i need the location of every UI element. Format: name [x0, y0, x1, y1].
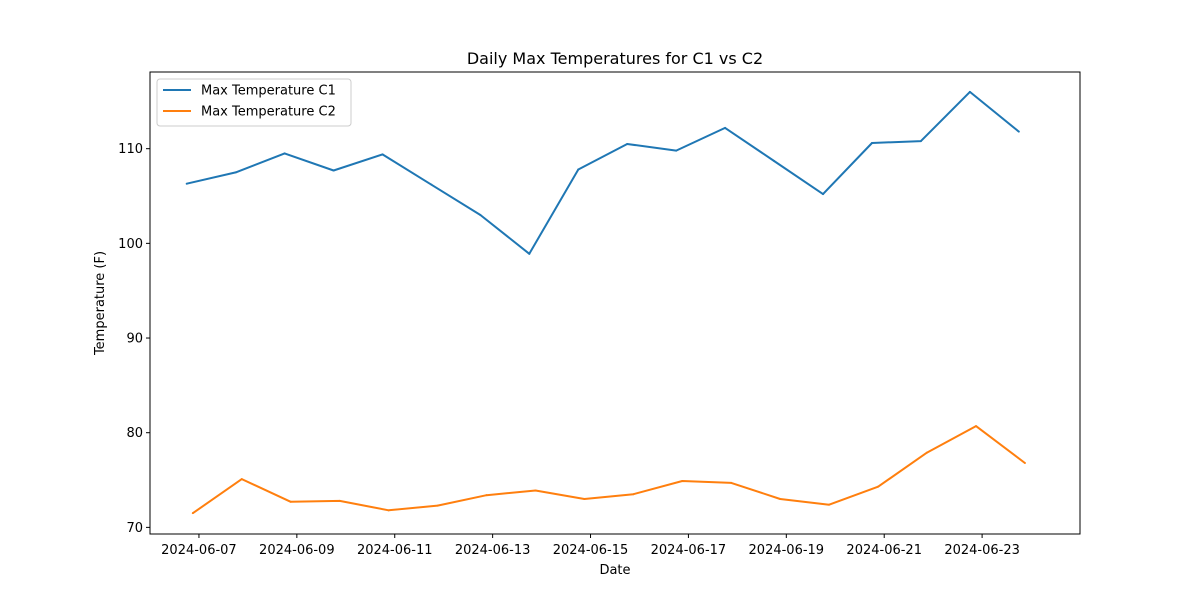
y-tick-label: 70	[126, 521, 143, 536]
chart-title: Daily Max Temperatures for C1 vs C2	[467, 49, 763, 68]
legend-box	[156, 78, 352, 127]
data-point-c1	[870, 142, 873, 145]
data-point-c1	[381, 153, 384, 156]
data-point-c2	[387, 509, 390, 512]
y-axis: 70 80 90 100 110	[118, 142, 150, 536]
x-tick-label: 2024-06-11	[357, 543, 433, 558]
x-tick-label: 2024-06-21	[846, 543, 922, 558]
legend-label-c1: Max Temperature C1	[201, 84, 336, 99]
data-point-c1	[968, 90, 971, 93]
data-point-c2	[632, 493, 635, 496]
data-point-c1	[528, 252, 531, 255]
y-tick-label: 90	[126, 332, 143, 347]
legend: Max Temperature C1 Max Temperature C2	[156, 78, 352, 127]
data-point-c1	[675, 149, 678, 152]
data-point-c1	[724, 126, 727, 129]
data-point-c1	[822, 193, 825, 196]
y-tick-label: 80	[126, 426, 143, 441]
data-point-c2	[583, 497, 586, 500]
x-tick-label: 2024-06-17	[651, 543, 727, 558]
data-point-c2	[681, 479, 684, 482]
data-point-c2	[974, 425, 977, 428]
x-tick-label: 2024-06-19	[749, 543, 825, 558]
data-point-c2	[828, 503, 831, 506]
data-point-c1	[773, 159, 776, 162]
data-point-c1	[919, 140, 922, 143]
data-point-c2	[240, 478, 243, 481]
data-point-c2	[926, 451, 929, 454]
x-tick-label: 2024-06-15	[553, 543, 629, 558]
data-point-c1	[332, 169, 335, 172]
data-point-c1	[626, 142, 629, 145]
x-tick-label: 2024-06-07	[161, 543, 237, 558]
data-point-c2	[1023, 461, 1026, 464]
data-point-c1	[577, 168, 580, 171]
data-point-c1	[1017, 130, 1020, 133]
data-point-c2	[289, 500, 292, 503]
series-line-c1	[186, 90, 1020, 255]
y-axis-label: Temperature (F)	[93, 251, 108, 356]
plot-area-frame	[149, 71, 1081, 535]
x-tick-label: 2024-06-09	[259, 543, 335, 558]
data-point-c1	[479, 213, 482, 216]
data-point-c2	[877, 485, 880, 488]
data-point-c2	[485, 494, 488, 497]
x-tick-label: 2024-06-23	[944, 543, 1020, 558]
x-axis-label: Date	[599, 563, 630, 578]
data-point-c2	[534, 489, 537, 492]
series-line-c2	[192, 425, 1026, 515]
data-point-c2	[730, 481, 733, 484]
y-tick-label: 100	[118, 237, 143, 252]
data-point-c1	[283, 152, 286, 155]
data-point-c2	[338, 499, 341, 502]
data-point-c2	[779, 497, 782, 500]
x-tick-label: 2024-06-13	[455, 543, 531, 558]
y-tick-label: 110	[118, 142, 143, 157]
x-axis: 2024-06-07 2024-06-09 2024-06-11 2024-06-13…	[161, 534, 1020, 558]
data-point-c1	[234, 171, 237, 174]
data-point-c2	[191, 512, 194, 515]
series-layer	[185, 90, 1026, 515]
data-point-c1	[430, 183, 433, 186]
data-point-c1	[185, 182, 188, 185]
legend-label-c2: Max Temperature C2	[201, 105, 336, 120]
data-point-c2	[436, 504, 439, 507]
